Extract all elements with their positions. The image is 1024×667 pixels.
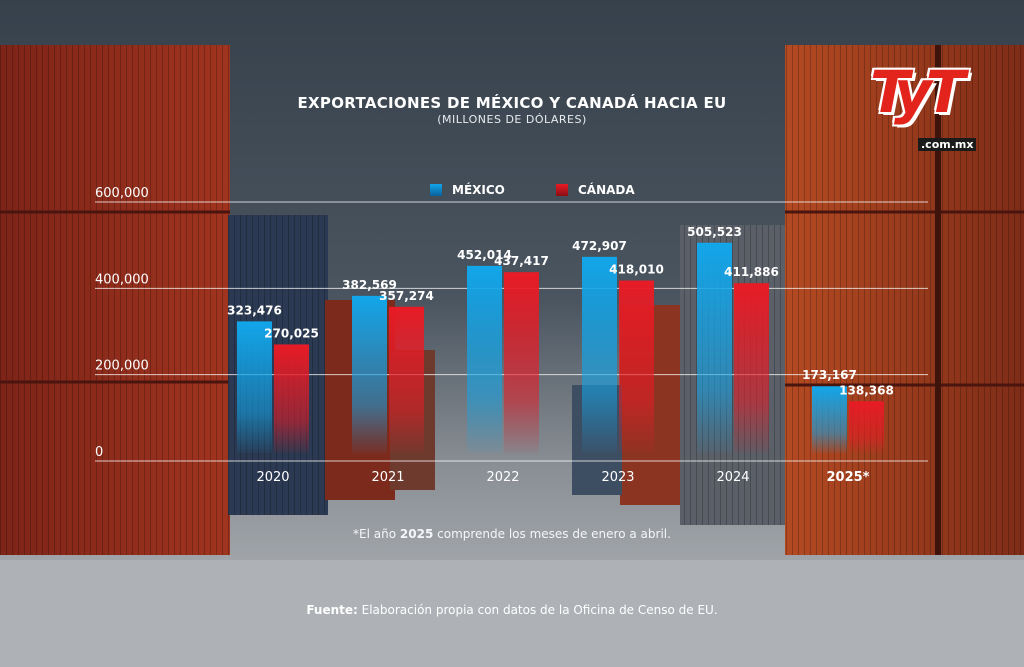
x-tick-label: 2023 xyxy=(601,470,634,485)
legend-item-mexico: MÉXICO xyxy=(430,183,505,197)
bar-mexico xyxy=(237,321,272,453)
data-label: 505,523 xyxy=(687,225,742,239)
x-tick-label: 2024 xyxy=(716,470,749,485)
bar-mexico xyxy=(812,386,847,453)
data-label: 418,010 xyxy=(609,263,664,277)
data-label: 270,025 xyxy=(264,326,319,340)
data-label: 411,886 xyxy=(724,265,779,279)
source-line: Fuente: Elaboración propia con datos de … xyxy=(0,603,1024,617)
bar-mexico xyxy=(582,256,617,453)
legend-swatch-mexico xyxy=(430,184,442,196)
data-label: 138,368 xyxy=(839,383,894,397)
x-tick-label: 2025* xyxy=(827,470,870,485)
data-label: 472,907 xyxy=(572,239,627,253)
bar-mexico xyxy=(352,295,387,453)
data-label: 437,417 xyxy=(494,254,549,268)
chart-subtitle: (MILLONES DE DÓLARES) xyxy=(437,113,587,126)
data-label: 452,014 xyxy=(457,248,512,262)
data-label: 382,569 xyxy=(342,278,397,292)
footnote-pre: *El año xyxy=(353,527,400,541)
y-tick-label: 600,000 xyxy=(95,186,149,201)
y-tick-label: 200,000 xyxy=(95,359,149,374)
footnote-post: comprende los meses de enero a abril. xyxy=(433,527,671,541)
data-label: 323,476 xyxy=(227,303,282,317)
data-label: 173,167 xyxy=(802,368,857,382)
bar-canada xyxy=(504,272,539,453)
y-tick-label: 400,000 xyxy=(95,272,149,287)
logo-domain: .com.mx xyxy=(918,138,977,151)
footnote-year: 2025 xyxy=(399,527,434,541)
footnote: *El año 2025 comprende los meses de ener… xyxy=(0,527,1024,541)
bar-mexico xyxy=(697,242,732,453)
y-tick-label: 0 xyxy=(95,445,103,460)
legend-label-canada: CÁNADA xyxy=(578,183,635,197)
bar-canada xyxy=(274,344,309,453)
logo-text: TyT xyxy=(870,58,965,126)
source-text: Elaboración propia con datos de la Ofici… xyxy=(357,603,718,617)
legend-swatch-canada xyxy=(556,184,568,196)
bar-canada xyxy=(619,280,654,453)
x-tick-label: 2020 xyxy=(256,470,289,485)
source-label: Fuente: xyxy=(306,603,358,617)
chart-title: EXPORTACIONES DE MÉXICO Y CANADÁ HACIA E… xyxy=(297,94,727,112)
bar-mexico xyxy=(467,265,502,453)
bar-canada xyxy=(849,401,884,453)
x-tick-label: 2021 xyxy=(371,470,404,485)
legend-item-canada: CÁNADA xyxy=(556,183,635,197)
legend-label-mexico: MÉXICO xyxy=(452,183,505,197)
bar-canada xyxy=(734,283,769,453)
x-tick-label: 2022 xyxy=(486,470,519,485)
bar-canada xyxy=(389,306,424,453)
data-label: 357,274 xyxy=(379,289,434,303)
